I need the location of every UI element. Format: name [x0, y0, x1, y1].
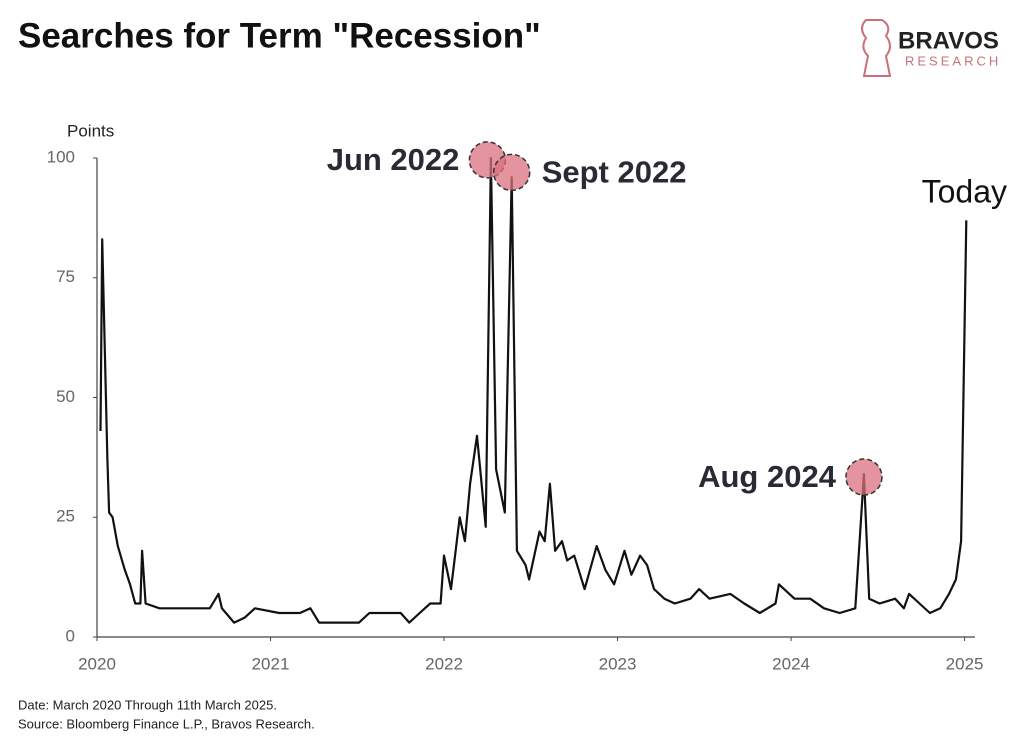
- x-tick-label: 2020: [78, 654, 116, 673]
- annotation-label: Sept 2022: [542, 155, 687, 190]
- highlight-circle: [845, 458, 883, 496]
- y-axis-label: Points: [67, 121, 114, 140]
- annotation-label: Jun 2022: [327, 142, 460, 177]
- y-tick-label: 50: [56, 387, 75, 406]
- y-tick-label: 100: [47, 147, 75, 166]
- brand-name: BRAVOS: [898, 27, 999, 54]
- chart-title: Searches for Term "Recession": [18, 16, 541, 55]
- y-tick-label: 25: [56, 507, 75, 526]
- brand-logo: BRAVOS RESEARCH: [861, 19, 1001, 77]
- logo-icon: [861, 19, 892, 77]
- end-label: Today: [922, 174, 1007, 210]
- y-tick-label: 0: [66, 626, 75, 645]
- note: Date: March 2020 Through 11th March 2025…: [18, 697, 277, 712]
- series-line: [99, 156, 968, 624]
- x-tick-label: 2024: [772, 654, 810, 673]
- y-tick-label: 75: [56, 267, 75, 286]
- note: Source: Bloomberg Finance L.P., Bravos R…: [18, 716, 315, 731]
- annotation-label: Aug 2024: [698, 459, 837, 494]
- brand-tagline: RESEARCH: [905, 53, 1001, 68]
- x-tick-label: 2023: [599, 654, 637, 673]
- x-tick-label: 2021: [252, 654, 290, 673]
- x-tick-label: 2025: [946, 654, 984, 673]
- x-tick-label: 2022: [425, 654, 463, 673]
- highlight-circle: [492, 153, 531, 192]
